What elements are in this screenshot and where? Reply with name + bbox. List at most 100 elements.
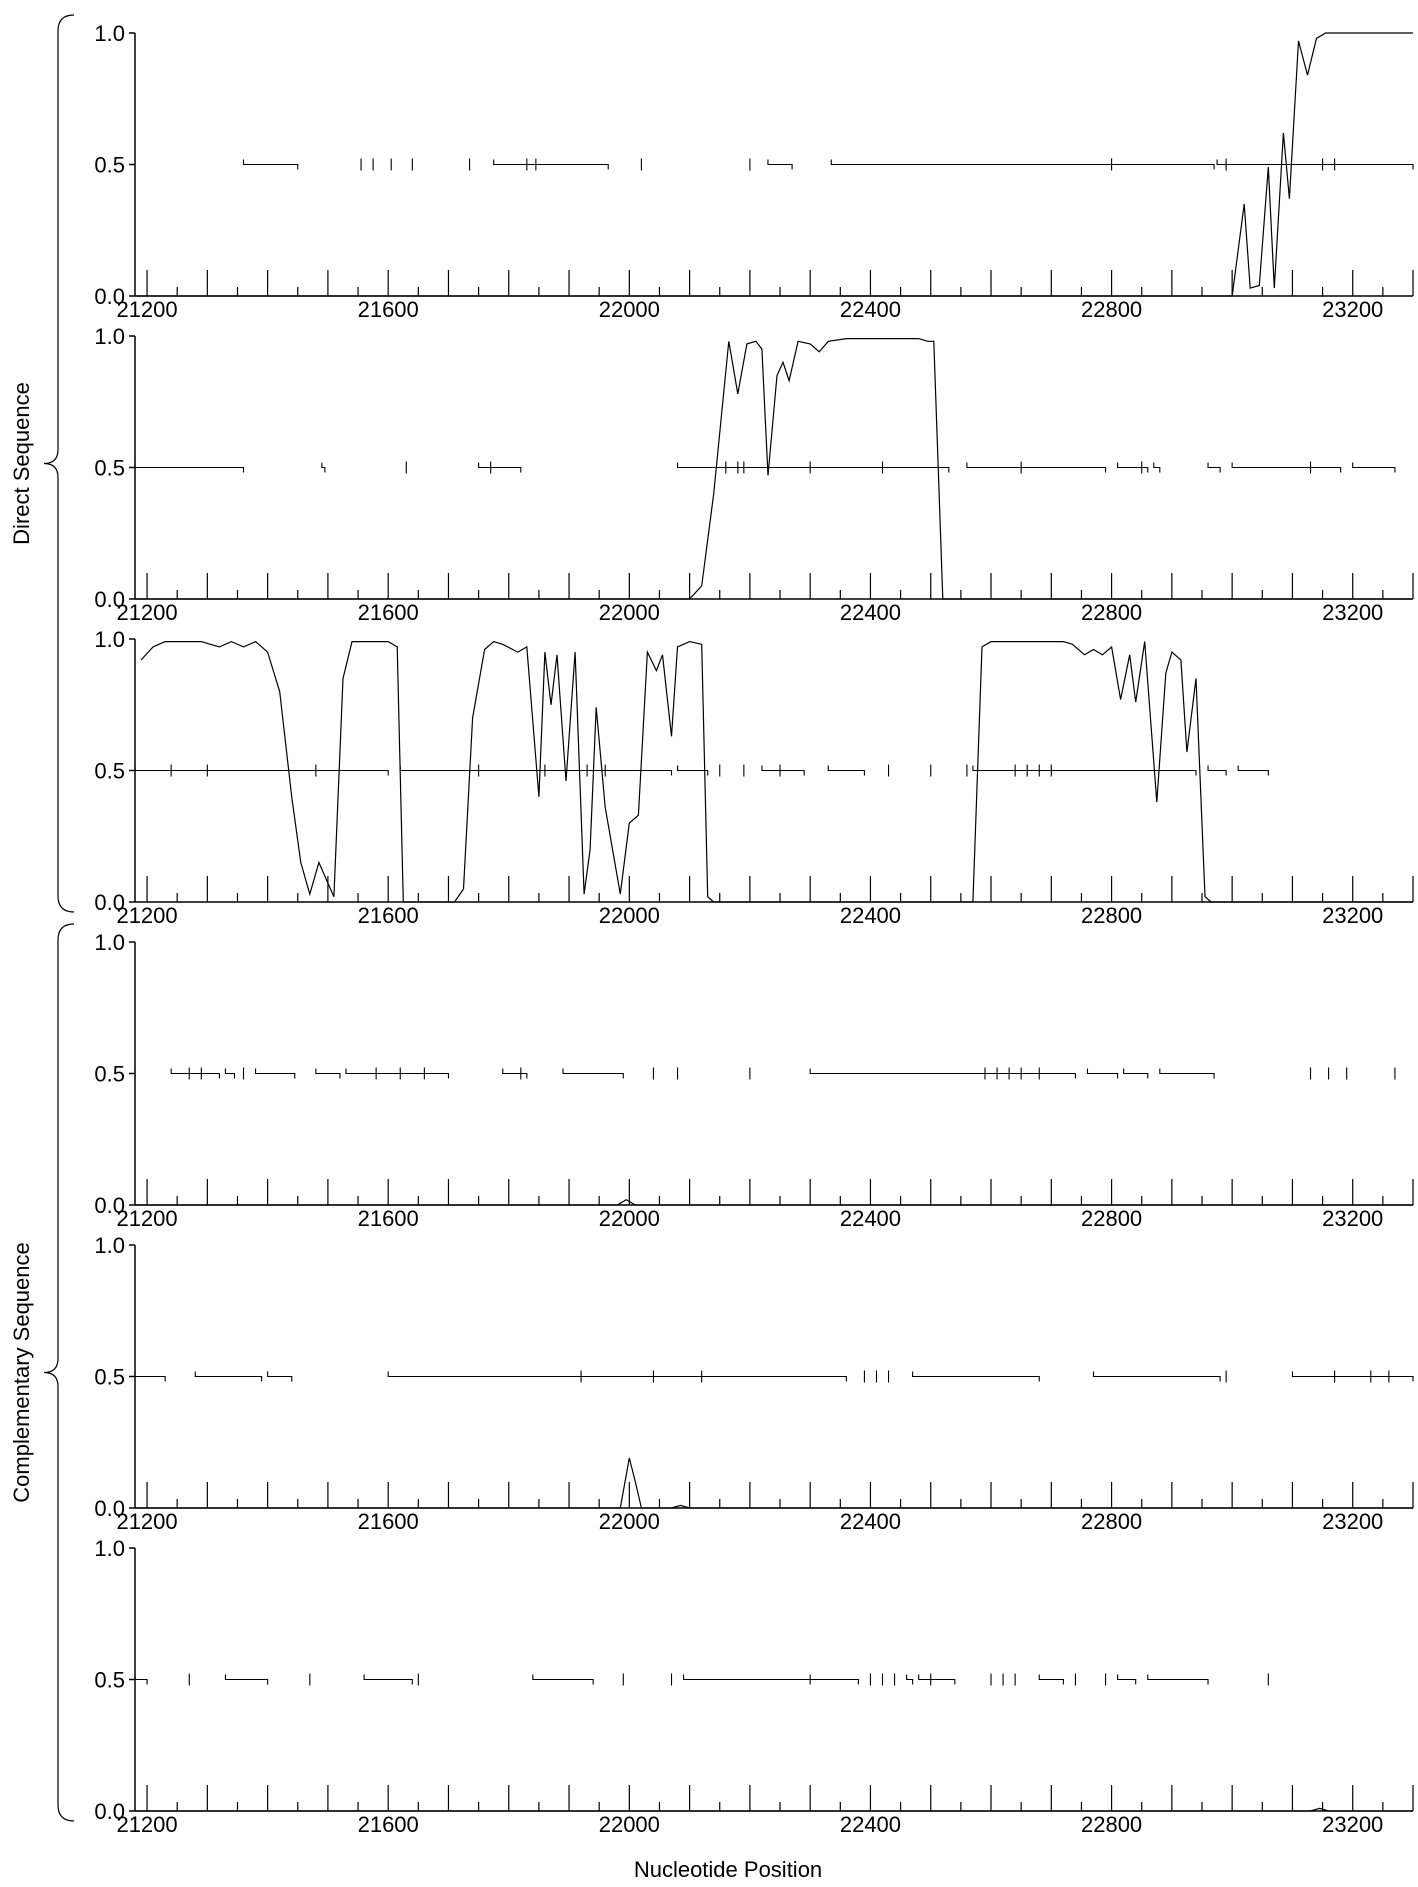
baseline-segment bbox=[502, 1068, 528, 1079]
x-tick-label: 21600 bbox=[358, 903, 419, 928]
baseline-segment bbox=[134, 765, 389, 776]
baseline-segment bbox=[918, 1674, 956, 1685]
baseline-segment bbox=[1147, 1674, 1209, 1685]
y-tick-label: 0.5 bbox=[94, 153, 125, 178]
baseline-segment bbox=[809, 1068, 1076, 1079]
x-tick-label: 22800 bbox=[1081, 1509, 1142, 1534]
x-tick-label: 21600 bbox=[358, 1206, 419, 1231]
group-bracket bbox=[43, 14, 75, 913]
panel-1: 0.0 0.5 1.0 21200 21600 22000 22400 22800 23200 bbox=[94, 21, 1414, 322]
baseline-segment bbox=[562, 1068, 624, 1079]
y-tick-label: 1.0 bbox=[94, 1233, 125, 1258]
x-tick-label: 22000 bbox=[599, 903, 660, 928]
x-tick-label: 21200 bbox=[116, 600, 177, 625]
baseline-segment bbox=[134, 462, 245, 473]
y-tick-label: 0.0 bbox=[94, 1799, 125, 1824]
panel-3: 0.0 0.5 1.0 21200 21600 22000 22400 22800 23200 bbox=[94, 627, 1414, 928]
x-tick-label: 22400 bbox=[840, 297, 901, 322]
baseline-segment bbox=[1086, 1068, 1119, 1079]
baseline-segment bbox=[267, 1371, 293, 1382]
x-tick-label: 22800 bbox=[1081, 1812, 1142, 1837]
baseline-segment bbox=[767, 159, 793, 170]
y-tick-label: 0.5 bbox=[94, 1365, 125, 1390]
x-tick-label: 23200 bbox=[1322, 600, 1383, 625]
group-label: Complementary Sequence bbox=[9, 1242, 34, 1502]
panel-4: 0.0 0.5 1.0 21200 21600 22000 22400 22800 23200 bbox=[94, 930, 1414, 1231]
baseline-segment bbox=[830, 159, 1215, 170]
baseline-segment bbox=[1237, 765, 1269, 776]
x-tick-label: 21600 bbox=[358, 600, 419, 625]
baseline-segment bbox=[387, 1371, 847, 1382]
baseline-segment bbox=[321, 462, 326, 473]
panel-5: 0.0 0.5 1.0 21200 21600 22000 22400 22800 23200 bbox=[94, 1233, 1414, 1534]
probability-line bbox=[135, 1457, 1413, 1509]
baseline-segment bbox=[478, 462, 522, 473]
baseline-segment bbox=[315, 1068, 341, 1079]
x-tick-label: 23200 bbox=[1322, 297, 1383, 322]
x-tick-label: 23200 bbox=[1322, 1509, 1383, 1534]
probability-line bbox=[140, 640, 1413, 903]
x-tick-label: 23200 bbox=[1322, 903, 1383, 928]
y-tick-label: 1.0 bbox=[94, 930, 125, 955]
y-tick-label: 1.0 bbox=[94, 21, 125, 46]
baseline-segment bbox=[827, 765, 865, 776]
x-tick-label: 21200 bbox=[116, 1206, 177, 1231]
baseline-segment bbox=[1216, 159, 1414, 170]
y-tick-label: 0.5 bbox=[94, 1062, 125, 1087]
baseline-segment bbox=[255, 1068, 296, 1079]
x-tick-label: 22800 bbox=[1081, 1206, 1142, 1231]
x-tick-label: 22000 bbox=[599, 297, 660, 322]
y-tick-label: 1.0 bbox=[94, 1536, 125, 1561]
baseline-segment bbox=[134, 1674, 148, 1685]
baseline-segment bbox=[683, 1674, 811, 1685]
baseline-segment bbox=[493, 159, 609, 170]
baseline-segment bbox=[399, 765, 673, 776]
x-tick-label: 22400 bbox=[840, 1206, 901, 1231]
baseline-segment bbox=[1291, 1371, 1414, 1382]
x-tick-label: 22000 bbox=[599, 1509, 660, 1534]
probability-line bbox=[135, 1199, 1413, 1206]
baseline-segment bbox=[224, 1068, 236, 1079]
baseline-segment bbox=[972, 765, 1197, 776]
y-tick-label: 0.0 bbox=[94, 1496, 125, 1521]
baseline-segment bbox=[761, 765, 805, 776]
baseline-segment bbox=[1207, 765, 1227, 776]
baseline-segment bbox=[224, 1674, 269, 1685]
x-tick-label: 21600 bbox=[358, 1509, 419, 1534]
x-tick-label: 21200 bbox=[116, 1509, 177, 1534]
baseline-segment bbox=[809, 1674, 859, 1685]
y-tick-label: 0.0 bbox=[94, 284, 125, 309]
x-tick-label: 22000 bbox=[599, 1206, 660, 1231]
baseline-segment bbox=[242, 159, 299, 170]
baseline-segment bbox=[1159, 1068, 1215, 1079]
baseline-segment bbox=[134, 1371, 166, 1382]
x-tick-label: 22400 bbox=[840, 1509, 901, 1534]
x-tick-label: 22800 bbox=[1081, 297, 1142, 322]
baseline-segment bbox=[345, 1068, 450, 1079]
baseline-segment bbox=[1352, 462, 1396, 473]
y-tick-label: 0.0 bbox=[94, 890, 125, 915]
panel-6: 0.0 0.5 1.0 21200 21600 22000 22400 22800 23200 bbox=[94, 1536, 1414, 1837]
baseline-segment bbox=[363, 1674, 413, 1685]
baseline-segment bbox=[906, 1674, 914, 1685]
y-tick-label: 0.0 bbox=[94, 587, 125, 612]
x-tick-label: 22400 bbox=[840, 600, 901, 625]
baseline-segment bbox=[1117, 1674, 1137, 1685]
baseline-segment bbox=[1207, 462, 1221, 473]
baseline-segment bbox=[532, 1674, 594, 1685]
baseline-segment bbox=[194, 1371, 263, 1382]
x-tick-label: 23200 bbox=[1322, 1206, 1383, 1231]
group-2: Complementary Sequence bbox=[9, 923, 75, 1822]
probability-line bbox=[135, 338, 1413, 600]
probability-line bbox=[135, 1807, 1413, 1812]
baseline-segment bbox=[676, 462, 950, 473]
baseline-segment bbox=[676, 765, 709, 776]
baseline-segment bbox=[1038, 1674, 1064, 1685]
x-tick-label: 23200 bbox=[1322, 1812, 1383, 1837]
x-tick-label: 22800 bbox=[1081, 903, 1142, 928]
x-tick-label: 21200 bbox=[116, 1812, 177, 1837]
baseline-segment bbox=[1117, 462, 1149, 473]
x-tick-label: 21200 bbox=[116, 903, 177, 928]
